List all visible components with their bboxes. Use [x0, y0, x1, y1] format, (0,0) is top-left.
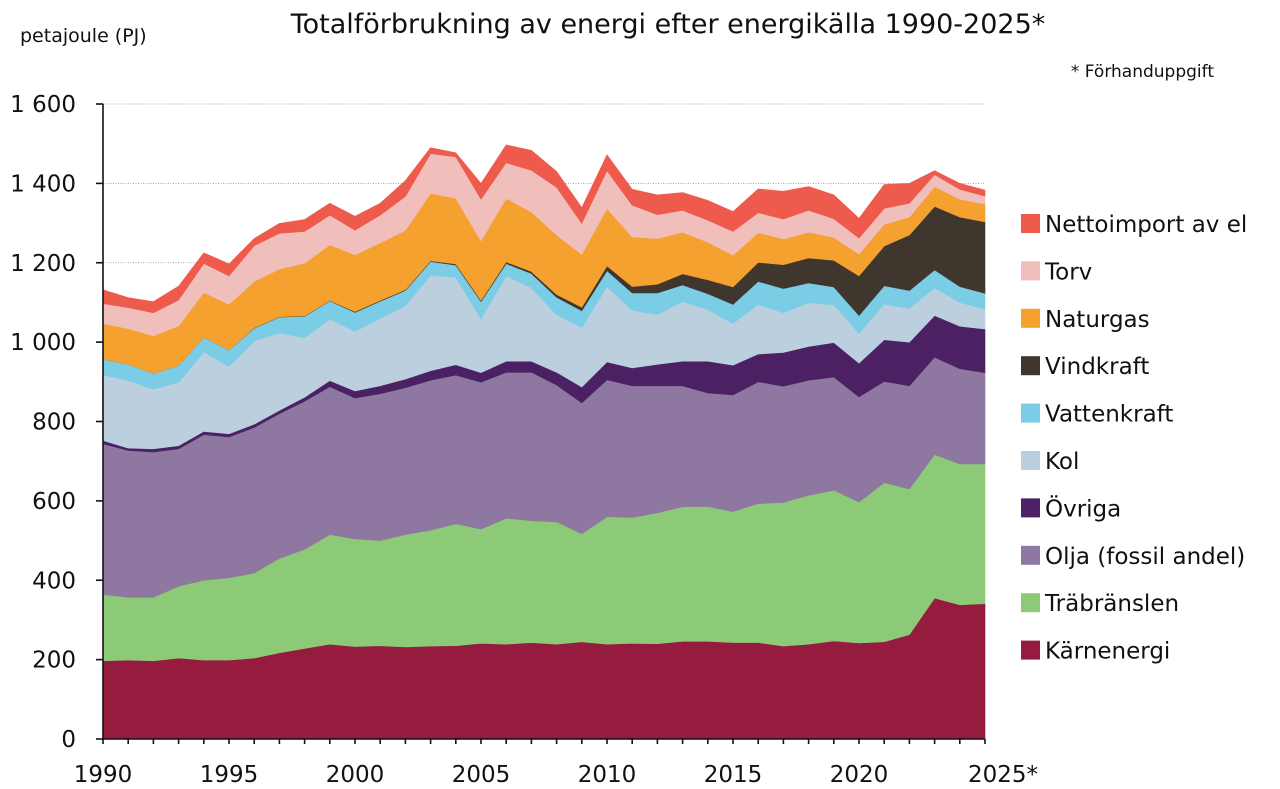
- legend-label: Träbränslen: [1044, 591, 1179, 617]
- x-tick-label: 2025*: [968, 762, 1038, 788]
- x-tick-label: 2020: [830, 762, 889, 788]
- x-tick-labels: 1990 1995 2000 2005 2010 2015 2020 2025*: [74, 762, 1038, 788]
- legend-label: Kol: [1045, 449, 1079, 475]
- legend-label: Vattenkraft: [1045, 402, 1173, 428]
- legend-label: Olja (fossil andel): [1045, 544, 1245, 570]
- legend-label: Övriga: [1045, 494, 1121, 522]
- preliminary-note: * Förhanduppgift: [1071, 62, 1214, 82]
- area-nettoimport-av-el: [102, 144, 986, 314]
- y-tick-label: 0: [61, 727, 76, 753]
- y-tick-label: 400: [32, 568, 76, 594]
- legend-swatch: [1021, 593, 1040, 613]
- legend-swatch: [1021, 498, 1040, 518]
- legend-swatch: [1021, 451, 1040, 470]
- legend-swatch: [1021, 640, 1040, 660]
- legend-label: Vindkraft: [1045, 354, 1149, 380]
- legend-label: Kärnenergi: [1045, 639, 1170, 665]
- legend-label: Nettoimport av el: [1045, 212, 1247, 238]
- y-tick-label: 800: [32, 410, 76, 436]
- legend: Nettoimport av el Torv Naturgas Vindkraft Va…: [1021, 212, 1247, 665]
- legend-label: Naturgas: [1045, 307, 1150, 333]
- x-tick-label: 2010: [578, 762, 637, 788]
- x-tick-label: 1995: [200, 762, 259, 788]
- axes: [96, 103, 986, 744]
- x-tick-label: 2015: [704, 762, 763, 788]
- y-tick-label: 1 200: [10, 251, 76, 277]
- x-tick-label: 2000: [326, 762, 385, 788]
- y-tick-labels: 0 200 400 600 800 1 000 1 200 1 400 1 600: [10, 92, 76, 753]
- legend-swatch: [1021, 403, 1040, 423]
- y-tick-label: 1 400: [10, 171, 76, 197]
- y-tick-label: 200: [32, 648, 76, 674]
- y-tick-label: 1 000: [10, 330, 76, 356]
- x-tick-label: 1990: [74, 762, 133, 788]
- legend-swatch: [1021, 308, 1040, 328]
- legend-swatch: [1021, 261, 1040, 281]
- chart-title: Totalförbrukning av energi efter energik…: [290, 9, 1046, 40]
- y-tick-label: 600: [32, 489, 76, 515]
- y-axis-label: petajoule (PJ): [20, 25, 147, 47]
- legend-swatch: [1021, 214, 1040, 233]
- legend-label: Torv: [1044, 259, 1092, 285]
- legend-swatch: [1021, 356, 1040, 376]
- y-tick-label: 1 600: [10, 92, 76, 118]
- legend-swatch: [1021, 545, 1040, 565]
- area-series: [102, 144, 986, 740]
- x-tick-label: 2005: [452, 762, 511, 788]
